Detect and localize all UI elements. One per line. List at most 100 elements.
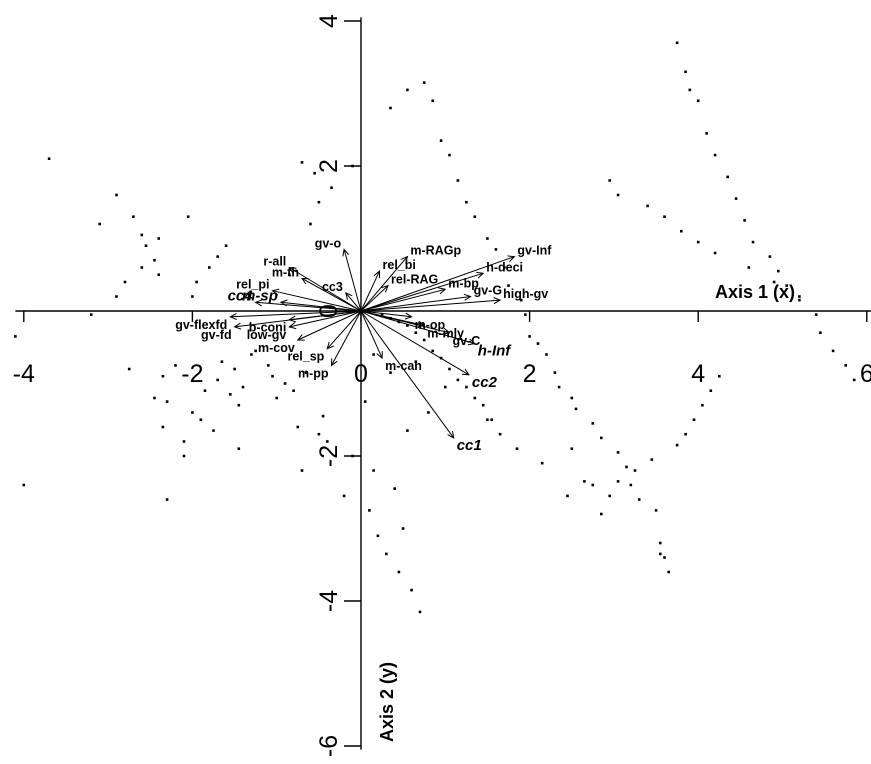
vector-arrowhead	[438, 287, 447, 295]
data-point	[574, 407, 578, 411]
vector-arrowhead	[330, 358, 338, 367]
data-point	[144, 244, 148, 247]
data-point	[831, 349, 835, 353]
vector-arrowhead	[417, 320, 426, 328]
data-point	[317, 432, 321, 436]
data-point	[326, 440, 329, 443]
vector-arrowhead	[326, 341, 334, 350]
data-point	[14, 335, 17, 338]
data-point	[625, 465, 628, 469]
data-point	[448, 367, 451, 371]
vector-arrowhead	[467, 338, 476, 346]
vector-label: cc1	[457, 437, 482, 454]
data-point	[321, 414, 325, 418]
data-point	[616, 451, 620, 454]
data-point	[844, 364, 847, 367]
data-point	[115, 193, 118, 197]
x-axis-title: Axis 1 (x)	[715, 282, 795, 302]
data-point	[709, 389, 713, 392]
vector-arrow	[360, 256, 515, 312]
vector-arrow	[280, 301, 362, 312]
data-point	[191, 411, 194, 414]
vector-arrow	[360, 272, 484, 312]
data-point	[216, 378, 219, 382]
data-point	[372, 469, 375, 472]
data-point	[157, 237, 160, 240]
data-point	[165, 400, 169, 403]
data-point	[220, 360, 224, 363]
x-tick-label: 4	[691, 360, 705, 388]
vector-label: m-mly	[427, 327, 464, 341]
vector-arrowhead	[381, 284, 389, 293]
data-point	[304, 371, 308, 374]
data-point	[583, 480, 586, 483]
data-point	[98, 222, 101, 226]
data-point	[153, 258, 156, 262]
data-point	[654, 509, 658, 512]
data-point	[140, 233, 144, 237]
vector-arrow	[360, 310, 475, 345]
data-point	[465, 200, 468, 204]
vector-label: low-gv	[247, 328, 287, 342]
data-point	[406, 324, 409, 327]
vector-label: high-gv	[503, 287, 548, 301]
data-point	[481, 403, 485, 407]
data-point	[233, 367, 236, 371]
data-point	[229, 393, 232, 396]
vector-arrowhead	[400, 255, 409, 264]
vector-label: gv-Inf	[517, 244, 552, 258]
vector-arrow	[230, 310, 362, 318]
data-point	[696, 99, 700, 103]
y-axis-title: Axis 2 (y)	[377, 662, 397, 742]
data-point	[692, 418, 696, 421]
data-point	[473, 396, 477, 400]
data-point	[473, 215, 477, 218]
data-point	[389, 371, 392, 374]
vector-arrowhead	[300, 277, 310, 285]
data-point	[208, 266, 211, 269]
x-tick-label: 2	[523, 360, 537, 388]
data-point	[317, 200, 321, 204]
vector-arrowhead	[493, 297, 502, 305]
vector-arrowhead	[461, 368, 470, 376]
data-point	[267, 364, 270, 367]
vector-arrow	[360, 256, 408, 312]
vector-arrow	[343, 249, 362, 312]
data-point	[153, 396, 156, 400]
vector-arrow	[360, 310, 450, 334]
data-point	[237, 403, 241, 407]
vector-arrow	[301, 277, 362, 312]
data-point	[431, 349, 434, 353]
x-tick-label: -2	[181, 360, 203, 388]
data-point	[768, 255, 772, 258]
data-point	[515, 447, 519, 450]
vector-arrow	[360, 310, 383, 359]
vector-arrow	[360, 270, 380, 312]
data-point	[372, 353, 375, 356]
y-tick-label: 2	[315, 159, 343, 173]
data-point	[713, 153, 717, 157]
data-point	[380, 313, 384, 316]
vector-arrowhead	[271, 288, 280, 296]
vector-arrow	[360, 296, 471, 312]
vector-arrowhead	[288, 322, 297, 330]
data-point	[536, 342, 540, 345]
data-point	[406, 429, 409, 432]
vector-label: m-cov	[258, 341, 295, 355]
vector-label: gv-fd	[201, 328, 232, 342]
data-point	[414, 331, 418, 334]
data-point	[465, 385, 468, 389]
vector-label: m-can	[385, 359, 422, 373]
data-point	[182, 440, 186, 443]
vector-arrowhead	[376, 351, 383, 360]
data-point	[696, 240, 700, 244]
data-point	[570, 447, 574, 450]
data-point	[498, 432, 502, 436]
vector-label: b-coni	[249, 321, 287, 335]
data-point	[47, 157, 51, 160]
data-point	[663, 215, 666, 218]
y-tick-label: -4	[315, 590, 343, 612]
data-point	[414, 360, 418, 363]
axes: -4 -2 0 2 4 6 -6 -4 -2 0 2 4	[13, 14, 871, 757]
data-point	[503, 266, 506, 269]
